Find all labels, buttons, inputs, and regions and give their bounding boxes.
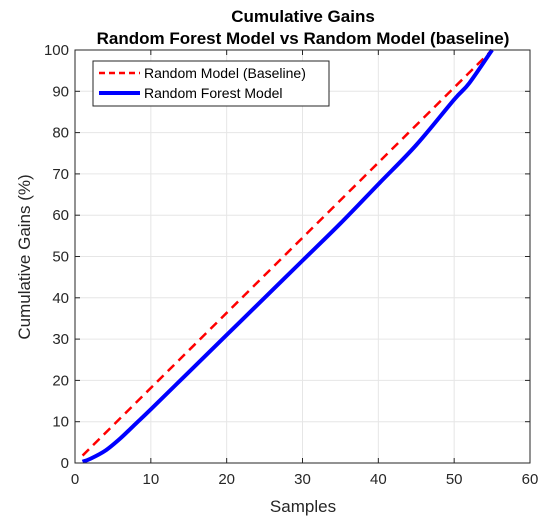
plot-series	[81, 48, 494, 464]
y-tick-label: 70	[52, 166, 69, 183]
x-tick-label: 60	[522, 471, 539, 488]
tick-labels: 0 10 20 30 40 50 60 0 10 20 30 40 50 60 70 80 90 100	[44, 42, 538, 488]
y-tick-label: 80	[52, 125, 69, 142]
y-tick-label: 60	[52, 207, 69, 224]
y-tick-label: 10	[52, 414, 69, 431]
series-random-model-line	[81, 49, 493, 457]
x-tick-label: 40	[370, 471, 387, 488]
y-tick-label: 0	[61, 455, 69, 472]
x-tick-label: 50	[446, 471, 463, 488]
legend: Random Model (Baseline) Random Forest Mo…	[92, 60, 330, 107]
chart-subtitle: Random Forest Model vs Random Model (bas…	[97, 29, 510, 48]
x-tick-label: 20	[218, 471, 235, 488]
x-axis-label: Samples	[270, 497, 336, 516]
legend-label-random-model: Random Model (Baseline)	[144, 65, 306, 81]
y-tick-label: 100	[44, 42, 69, 59]
legend-box	[92, 60, 330, 107]
y-tick-label: 50	[52, 249, 69, 266]
y-tick-label: 90	[52, 83, 69, 100]
y-tick-label: 40	[52, 290, 69, 307]
x-tick-label: 0	[71, 471, 79, 488]
series-random-forest-line	[81, 48, 494, 464]
y-tick-label: 30	[52, 331, 69, 348]
chart-title: Cumulative Gains	[231, 7, 375, 26]
grid-lines	[74, 49, 531, 464]
x-tick-label: 30	[294, 471, 311, 488]
y-tick-label: 20	[52, 372, 69, 389]
legend-label-random-forest-model: Random Forest Model	[144, 85, 283, 101]
y-axis-label: Cumulative Gains (%)	[15, 174, 34, 339]
x-tick-label: 10	[142, 471, 159, 488]
